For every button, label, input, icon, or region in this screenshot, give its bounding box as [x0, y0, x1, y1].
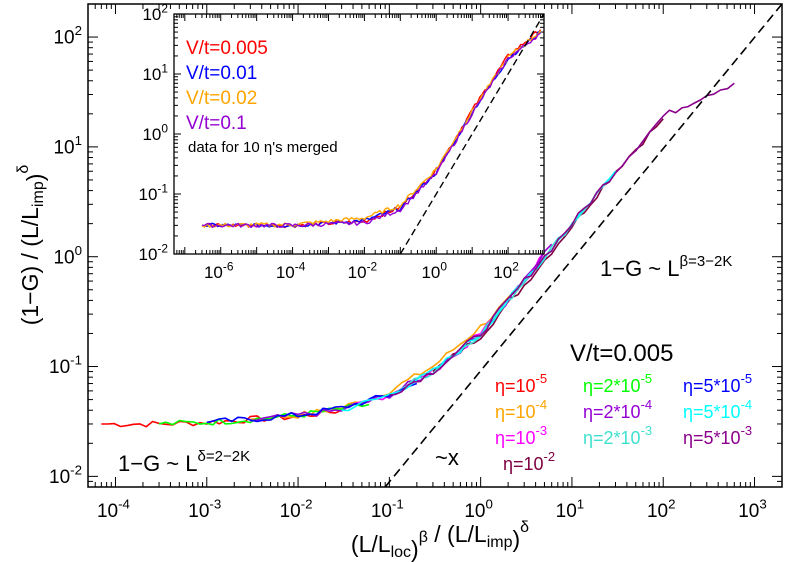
annotation-beta: 1−G ~ Lβ=3−2K: [600, 253, 732, 281]
annotation-x: ~x: [435, 445, 459, 470]
x-tick-label: 10-4: [97, 496, 130, 522]
x-tick-label: 101: [556, 496, 585, 522]
y-tick-label: 101: [142, 61, 168, 84]
x-tick-label: 103: [738, 496, 767, 522]
main-legend-title: V/t=0.005: [570, 340, 673, 367]
y-tick-label: 10-2: [49, 462, 82, 488]
main-legend-item: η=10-4: [495, 397, 547, 422]
x-tick-label: 102: [647, 496, 676, 522]
x-tick-label: 10-6: [204, 259, 234, 282]
inset-chart: 10-6 10-4 10-2 100 102 10-2 10-1 100 101 102 V/t…: [139, 1, 545, 282]
y-tick-label: 100: [53, 243, 82, 269]
y-tick-label: 102: [142, 1, 168, 24]
main-y-axis-title: (1−G) / (L/Limp)δ: [15, 165, 48, 326]
main-legend-item: η=2*10-3: [583, 423, 652, 448]
inset-legend-item: V/t=0.1: [186, 113, 247, 134]
inset-series: [201, 29, 542, 229]
main-x-tick-labels: 10-4 10-3 10-2 10-1 100 101 102 103: [97, 496, 767, 522]
main-series: [101, 82, 735, 428]
inset-legend: V/t=0.005 V/t=0.01 V/t=0.02 V/t=0.1: [186, 38, 268, 134]
y-tick-label: 100: [142, 121, 168, 144]
main-legend-item: η=5*10-3: [683, 423, 752, 448]
main-legend-item: η=10-2: [503, 449, 555, 474]
x-tick-label: 102: [493, 259, 519, 282]
main-legend-item: η=10-3: [495, 423, 547, 448]
x-tick-label: 10-2: [280, 496, 313, 522]
inset-legend-note: data for 10 η's merged: [188, 139, 338, 156]
main-y-tick-labels: 10-2 10-1 100 101 102: [49, 23, 82, 488]
series-line: [201, 32, 541, 229]
inset-ticks: [173, 13, 545, 255]
series-line: [206, 382, 418, 424]
x-tick-label: 100: [421, 259, 447, 282]
x-tick-label: 100: [464, 496, 493, 522]
main-legend: η=10-5η=10-4η=10-3η=10-2 η=2*10-5η=2*10-4…: [495, 371, 752, 474]
y-tick-label: 10-1: [139, 181, 169, 204]
x-tick-label: 10-4: [276, 259, 306, 282]
inset-x-tick-labels: 10-6 10-4 10-2 100 102: [204, 259, 519, 282]
main-legend-item: η=5*10-5: [683, 371, 752, 396]
y-tick-label: 102: [53, 23, 82, 49]
inset-background: [174, 14, 544, 254]
main-reference-line: [384, 3, 783, 488]
y-tick-label: 10-1: [49, 353, 82, 379]
inset-legend-item: V/t=0.02: [186, 88, 257, 109]
main-plot-frame: [87, 3, 783, 488]
annotation-delta: 1−G ~ Lδ=2−2K: [118, 448, 250, 476]
x-tick-label: 10-3: [188, 496, 221, 522]
x-tick-label: 10-2: [348, 259, 378, 282]
main-legend-item: η=2*10-4: [583, 397, 652, 422]
series-line: [250, 290, 518, 421]
series-line: [389, 170, 617, 395]
y-tick-label: 101: [53, 133, 82, 159]
inset-legend-item: V/t=0.005: [186, 38, 268, 59]
main-legend-item: η=2*10-5: [583, 371, 652, 396]
inset-legend-item: V/t=0.01: [186, 63, 257, 84]
main-chart: 10-4 10-3 10-2 10-1 100 101 102 103 10-2 10-1 100…: [15, 3, 783, 562]
series-line: [389, 82, 735, 396]
main-legend-item: η=5*10-4: [683, 397, 752, 422]
main-legend-item: η=10-5: [495, 371, 547, 396]
x-tick-label: 10-1: [371, 496, 404, 522]
main-x-axis-title: (L/Lloc)β / (L/Limp)δ: [351, 519, 529, 562]
inset-y-tick-labels: 10-2 10-1 100 101 102: [139, 1, 169, 264]
y-tick-label: 10-2: [139, 241, 169, 264]
inset-reference-line: [399, 13, 545, 255]
